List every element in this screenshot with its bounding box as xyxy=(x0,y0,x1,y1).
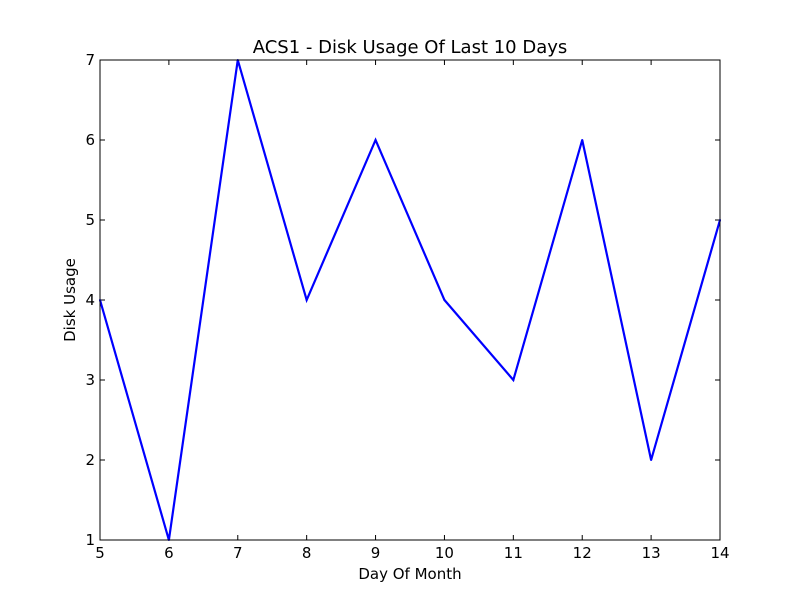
y-tick-label: 2 xyxy=(85,451,95,469)
plot-area-frame xyxy=(99,59,721,541)
x-tick-label: 5 xyxy=(95,544,105,562)
x-tick-label: 7 xyxy=(233,544,243,562)
data-point xyxy=(512,379,515,381)
x-tick-label: 9 xyxy=(371,544,381,562)
y-tick-label: 6 xyxy=(85,131,95,149)
x-tick-label: 10 xyxy=(435,544,454,562)
data-point xyxy=(443,299,446,301)
series-layer xyxy=(98,59,722,541)
y-tick-label: 5 xyxy=(85,211,95,229)
ticks-layer xyxy=(99,59,721,541)
x-tick-label: 13 xyxy=(642,544,661,562)
x-tick-label: 14 xyxy=(710,544,729,562)
y-axis-label: Disk Usage xyxy=(61,258,79,342)
y-tick-label: 7 xyxy=(85,51,95,69)
data-point xyxy=(305,299,308,301)
y-tick-label: 1 xyxy=(85,531,95,549)
data-point xyxy=(581,139,584,141)
data-point xyxy=(650,459,653,461)
y-tick-label: 4 xyxy=(85,291,95,309)
data-point xyxy=(374,139,377,141)
x-axis-label: Day Of Month xyxy=(358,565,461,583)
x-tick-label: 12 xyxy=(573,544,592,562)
x-tick-label: 11 xyxy=(504,544,523,562)
y-tick-label: 3 xyxy=(85,371,95,389)
series-line xyxy=(98,59,722,541)
x-tick-label: 8 xyxy=(302,544,312,562)
x-tick-label: 6 xyxy=(164,544,174,562)
chart-title: ACS1 - Disk Usage Of Last 10 Days xyxy=(253,37,568,58)
